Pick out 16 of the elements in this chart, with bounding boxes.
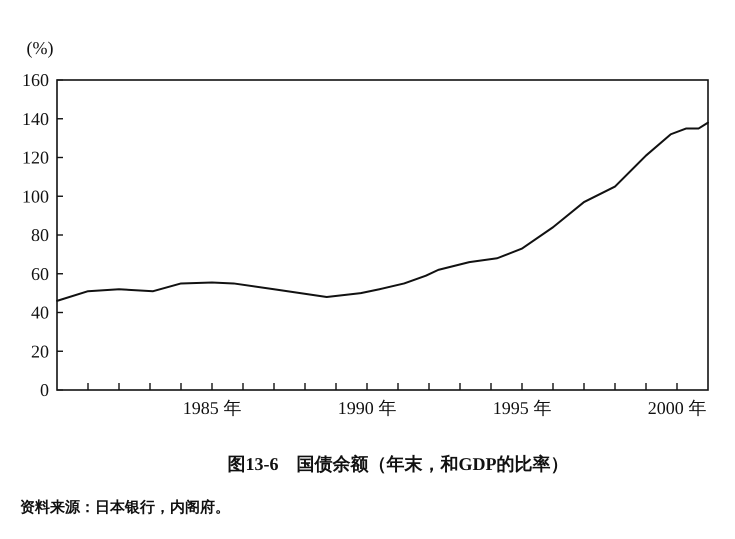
xtick-label: 1985 年 — [182, 398, 242, 418]
ytick-label: 0 — [40, 380, 49, 400]
ytick-label: 140 — [22, 108, 49, 129]
ytick-label: 100 — [22, 186, 49, 206]
ylabel: (%) — [26, 38, 54, 58]
ytick-label: 120 — [22, 148, 49, 168]
xtick-label: 2000 年 — [648, 398, 706, 418]
title: 图13-6 国债余额（年末，和GDP的比率） — [228, 454, 568, 474]
ytick-label: 160 — [22, 70, 49, 90]
ytick-label: 40 — [31, 302, 49, 322]
xtick-label: 1995 年 — [492, 398, 552, 418]
ytick-label: 60 — [31, 264, 49, 284]
xtick-label: 1990 年 — [338, 398, 396, 418]
annotation: 资料来源：日本银行，内阁府。 — [20, 500, 230, 516]
ytick-label: 80 — [31, 225, 49, 245]
ytick-label: 20 — [31, 341, 49, 362]
